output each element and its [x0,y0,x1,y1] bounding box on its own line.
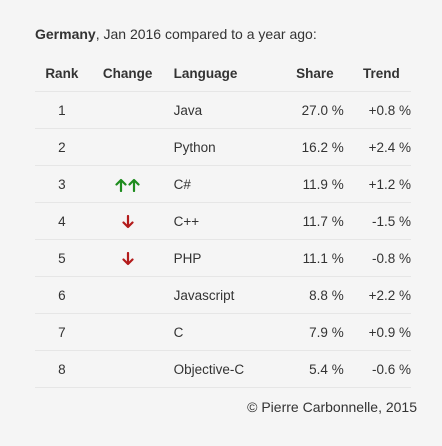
change-cell [88,128,167,166]
table-row: 4 C++ 11.7 % -1.5 % [35,202,411,240]
rank-cell: 3 [35,165,89,203]
share-cell: 5.4 % [273,350,344,388]
language-cell: C# [166,165,274,203]
change-cell [88,202,167,240]
header-rank: Rank [35,55,89,92]
language-cell: PHP [166,239,274,277]
copyright-footer: © Pierre Carbonnelle, 2015 [247,399,417,415]
language-cell: Objective-C [166,350,274,388]
trend-cell: -1.5 % [343,202,411,240]
trend-cell: -0.8 % [343,239,411,277]
arrow-down-icon [122,214,134,229]
share-cell: 7.9 % [273,313,344,351]
table-row: 7 C 7.9 % +0.9 % [35,313,411,351]
language-cell: C [166,313,274,351]
change-cell [88,313,167,351]
trend-cell: +2.4 % [343,128,411,166]
share-cell: 8.8 % [273,276,344,314]
header-trend: Trend [343,55,411,92]
header-share: Share [273,55,344,92]
change-cell [88,91,167,129]
rank-cell: 1 [35,91,89,129]
ranking-table: Rank Change Language Share Trend 1 Java 27… [35,55,411,388]
language-cell: C++ [166,202,274,240]
trend-cell: +0.9 % [343,313,411,351]
table-row: 6 Javascript 8.8 % +2.2 % [35,276,411,314]
table-row: 2 Python 16.2 % +2.4 % [35,128,411,166]
table-row: 1 Java 27.0 % +0.8 % [35,91,411,129]
change-cell [88,165,167,203]
share-cell: 11.7 % [273,202,344,240]
rank-cell: 2 [35,128,89,166]
trend-cell: +2.2 % [343,276,411,314]
rank-cell: 8 [35,350,89,388]
rank-cell: 7 [35,313,89,351]
trend-cell: +1.2 % [343,165,411,203]
header-row: Rank Change Language Share Trend [35,55,411,92]
caption-text: , Jan 2016 compared to a year ago: [95,26,317,42]
table-row: 5 PHP 11.1 % -0.8 % [35,239,411,277]
change-cell [88,239,167,277]
rank-cell: 4 [35,202,89,240]
header-language: Language [166,55,274,92]
share-cell: 11.9 % [273,165,344,203]
change-cell [88,276,167,314]
change-cell [88,350,167,388]
table-row: 3 C# 11.9 % +1.2 % [35,165,411,203]
table-caption: Germany, Jan 2016 compared to a year ago… [35,25,317,43]
caption-country: Germany [35,26,96,42]
language-cell: Java [166,91,274,129]
header-change: Change [88,55,167,92]
trend-cell: +0.8 % [343,91,411,129]
arrow-up-icon [115,178,127,192]
share-cell: 11.1 % [273,239,344,277]
share-cell: 16.2 % [273,128,344,166]
arrow-up-icon [128,178,140,192]
table-body: 1 Java 27.0 % +0.8 % 2 Python 16.2 % +2.4 % 3 C# 1… [35,91,411,388]
rank-cell: 5 [35,239,89,277]
table-row: 8 Objective-C 5.4 % -0.6 % [35,350,411,388]
arrow-down-icon [122,251,134,266]
table-header: Rank Change Language Share Trend [35,55,411,92]
trend-cell: -0.6 % [343,350,411,388]
share-cell: 27.0 % [273,91,344,129]
rank-cell: 6 [35,276,89,314]
language-cell: Python [166,128,274,166]
language-cell: Javascript [166,276,274,314]
